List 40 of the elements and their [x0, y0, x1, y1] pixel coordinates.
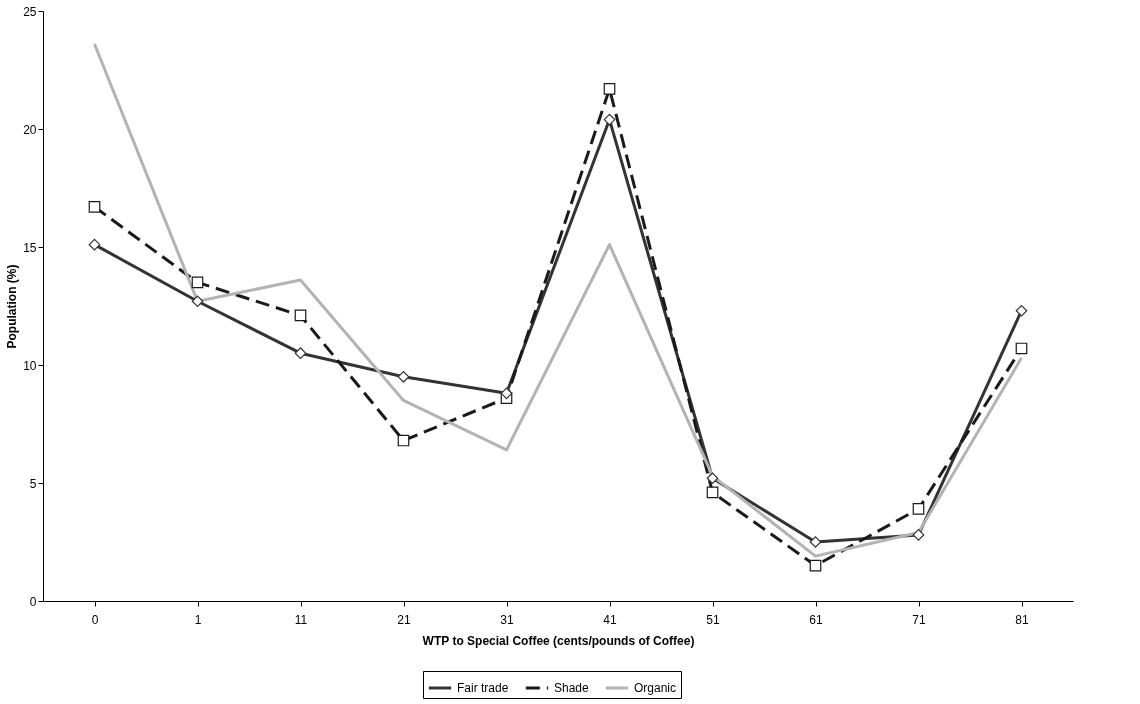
x-tick-label: 21	[397, 612, 411, 627]
point	[191, 276, 204, 289]
x-tick-label: 0	[91, 612, 99, 627]
point	[706, 472, 719, 485]
x-tick-label: 81	[1015, 612, 1029, 627]
point	[397, 434, 410, 447]
y-tick-label: 5	[29, 476, 37, 491]
point	[912, 503, 925, 515]
x-tick-label: 41	[603, 612, 617, 627]
point	[88, 201, 101, 213]
legend-label: Fair trade	[457, 681, 509, 695]
x-tick-label: 31	[500, 612, 514, 627]
x-tick-label: 1	[194, 612, 202, 627]
point	[1015, 342, 1028, 355]
point	[88, 238, 101, 251]
point	[294, 309, 307, 322]
x-tick-label: 51	[706, 612, 720, 627]
legend-label: Organic	[634, 681, 677, 695]
point	[706, 486, 719, 499]
point	[603, 113, 616, 126]
legend-label: Shade	[554, 681, 590, 695]
point	[809, 559, 822, 572]
y-tick-label: 15	[23, 240, 37, 255]
point	[500, 387, 513, 400]
y-axis-title: Population (%)	[5, 264, 20, 349]
y-tick-label: 10	[23, 358, 37, 373]
x-axis-title: WTP to Special Coffee (cents/pounds of Coffee)	[422, 633, 695, 648]
point	[603, 83, 616, 95]
x-tick-label: 11	[294, 612, 308, 627]
point	[294, 347, 307, 360]
y-tick-label: 20	[23, 122, 37, 137]
x-tick-label: 61	[809, 612, 823, 627]
x-tick-label: 71	[912, 612, 926, 627]
point	[1015, 304, 1028, 317]
point	[912, 529, 925, 541]
point	[191, 295, 204, 308]
y-tick-label: 25	[23, 4, 37, 19]
y-tick-label: 0	[29, 594, 37, 609]
point	[809, 536, 822, 548]
point	[397, 370, 410, 383]
